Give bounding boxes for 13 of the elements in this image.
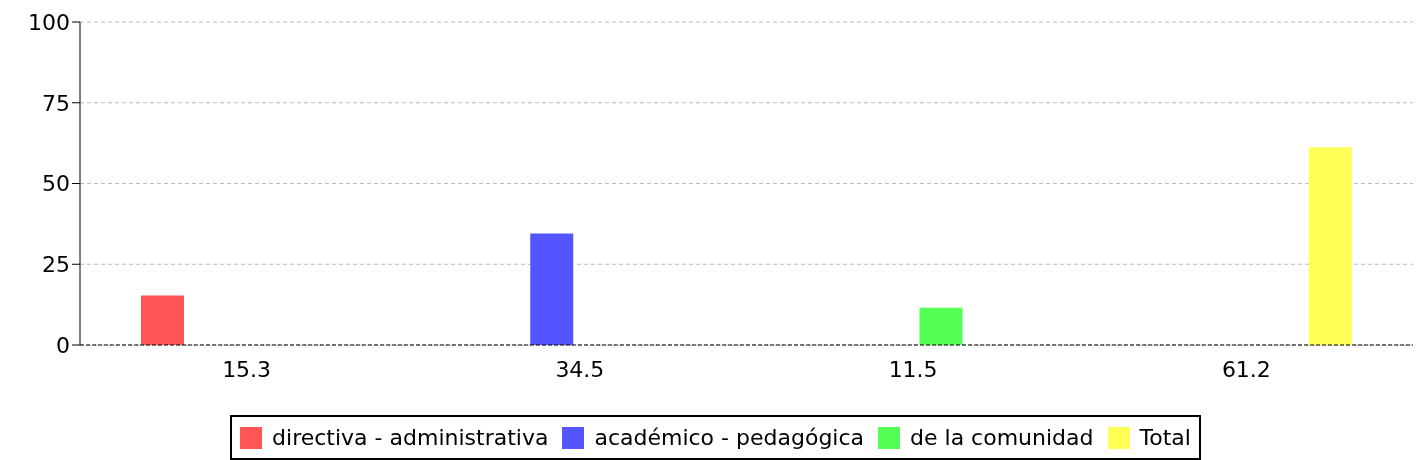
- legend-label: directiva - administrativa: [272, 425, 549, 450]
- x-tick-label: 15.3: [222, 356, 272, 382]
- legend-label: Total: [1139, 425, 1191, 450]
- y-tick-label: 25: [42, 252, 70, 278]
- y-tick-label: 0: [56, 332, 70, 358]
- x-tick-label: 61.2: [1221, 356, 1271, 382]
- legend-label: de la comunidad: [910, 425, 1094, 450]
- y-tick-label: 100: [28, 9, 70, 35]
- y-tick-label: 75: [42, 90, 70, 116]
- x-tick-label: 34.5: [555, 356, 605, 382]
- x-tick-label: 11.5: [888, 356, 938, 382]
- y-tick-label: 50: [42, 171, 70, 197]
- legend-label: académico - pedagógica: [594, 425, 865, 450]
